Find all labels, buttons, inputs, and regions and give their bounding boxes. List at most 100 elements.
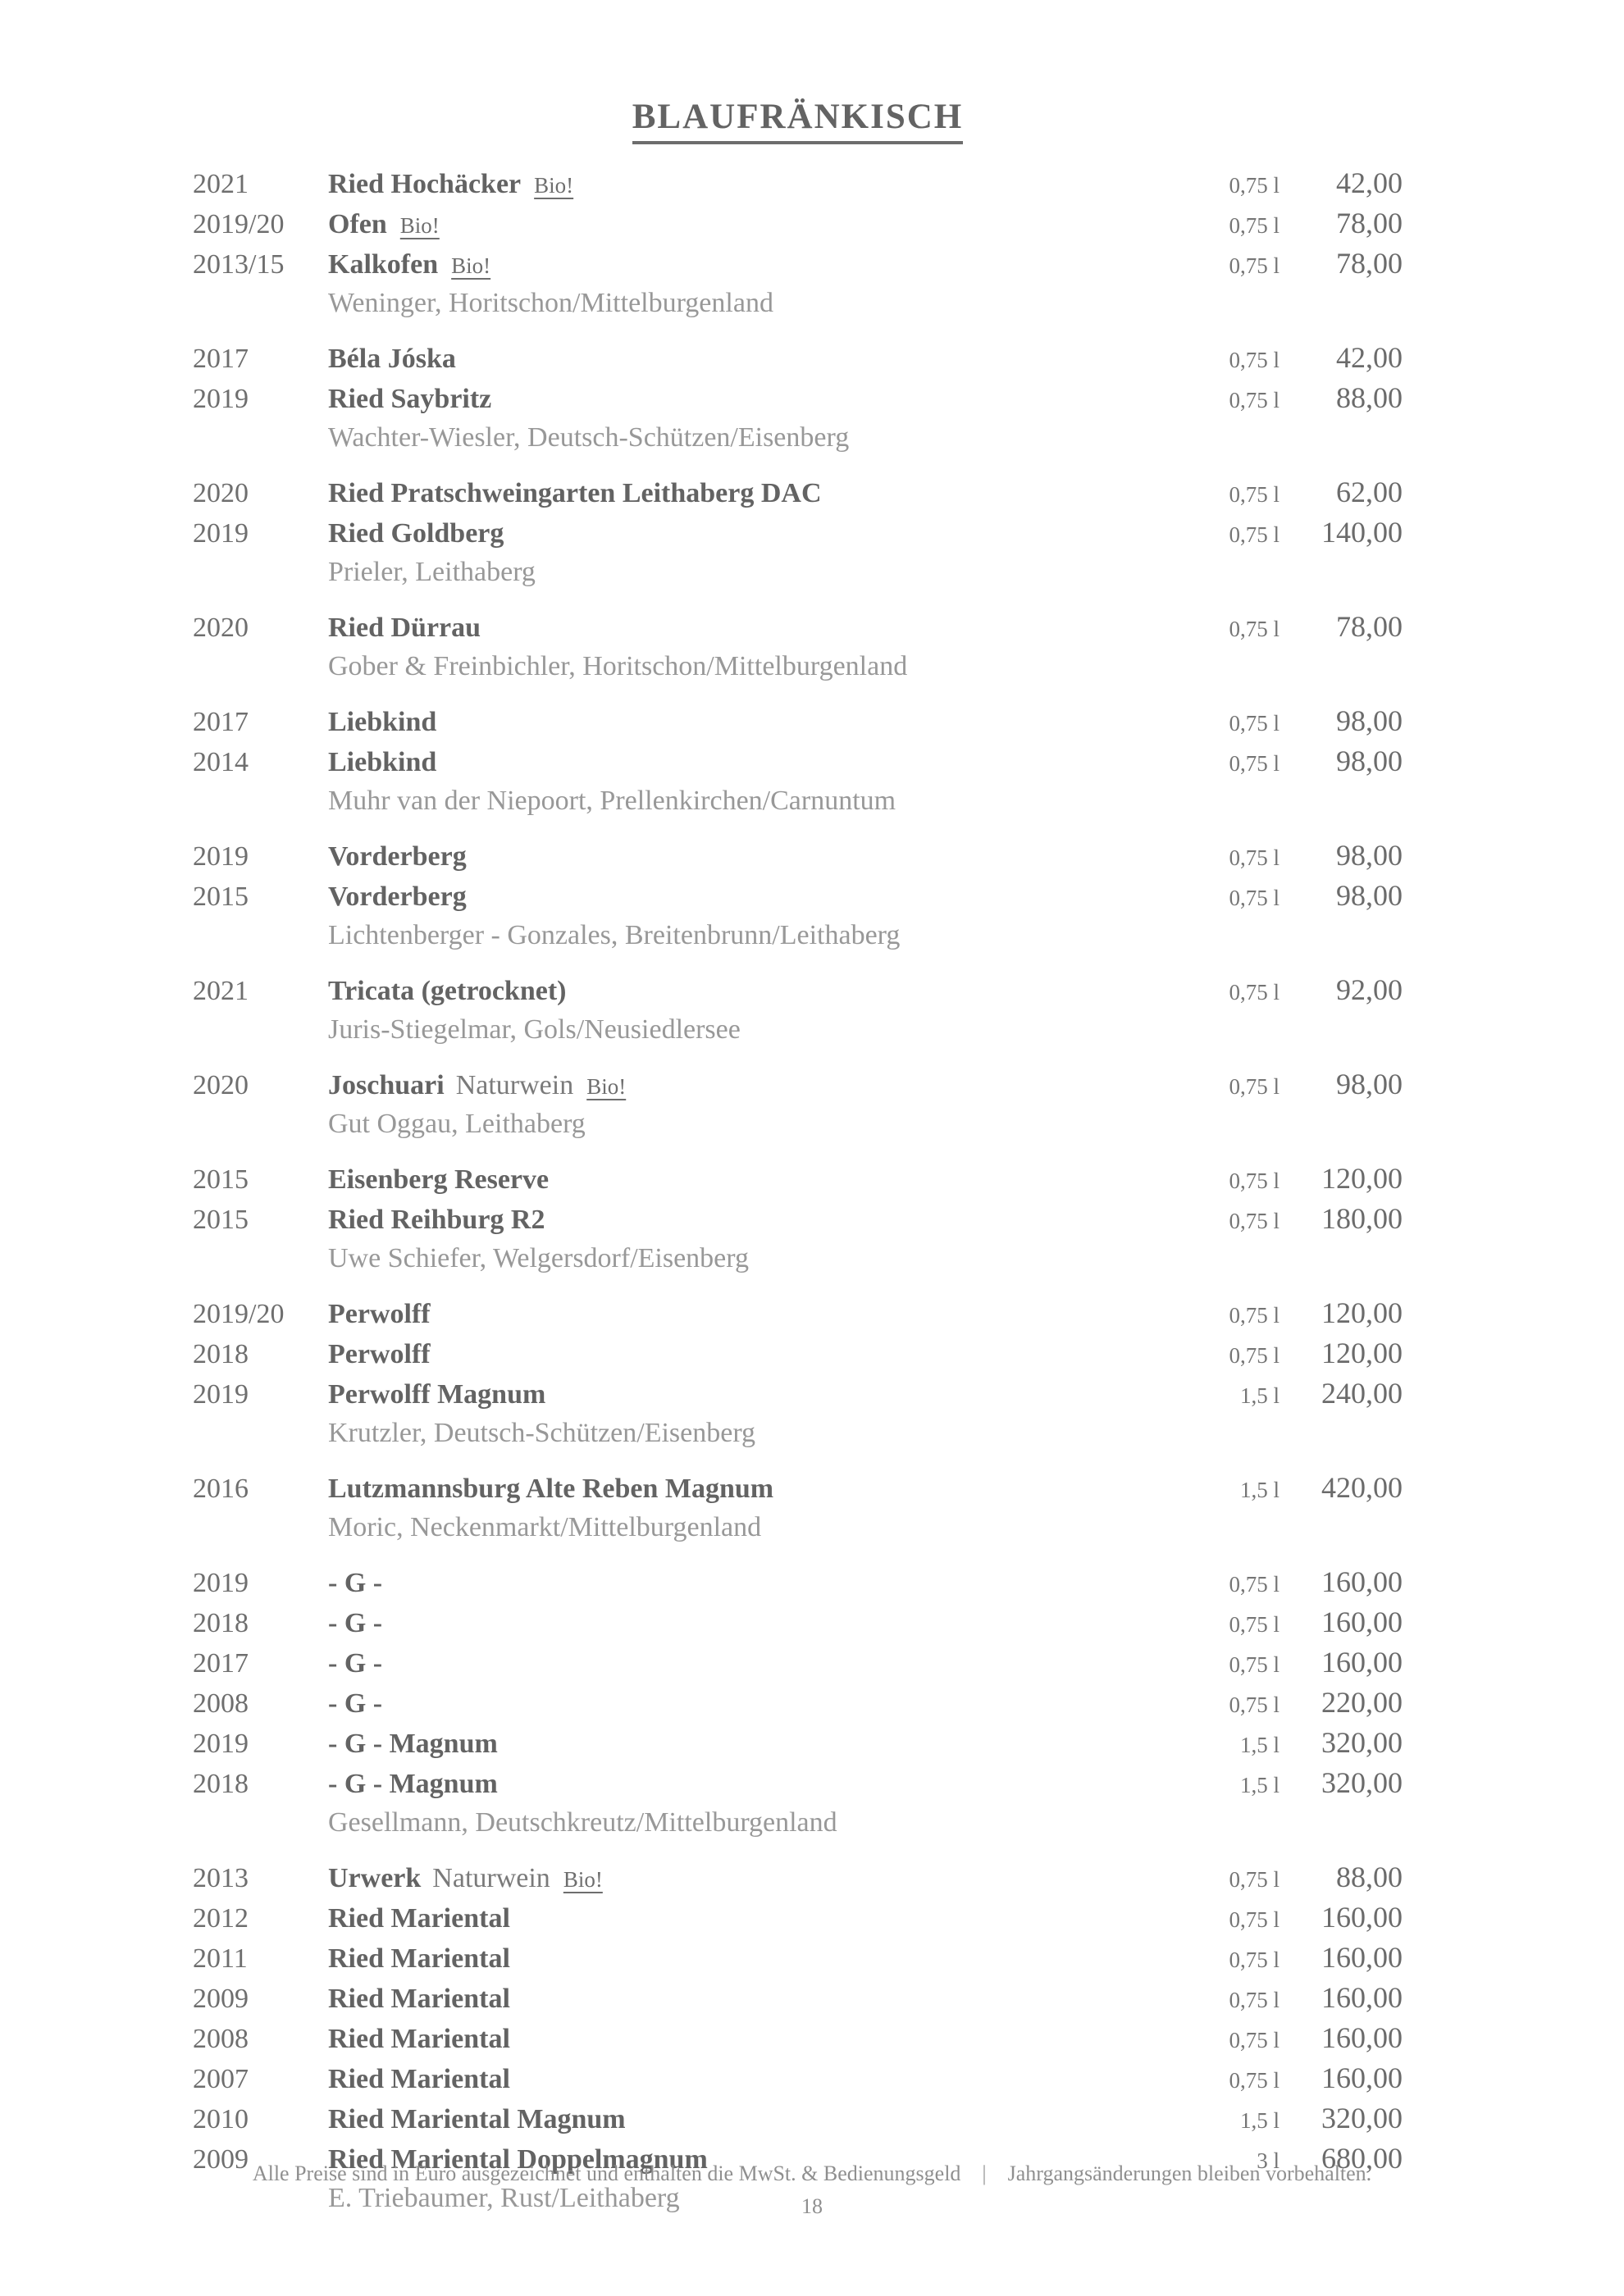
vintage-year: 2008 (193, 1688, 249, 1719)
wine-group: 2020 Ried Dürrau 0,75 l 78,00 Gober & Freinb… (193, 608, 1403, 686)
wine-name-cell: - G - (328, 1685, 1181, 1723)
price: 62,00 (1336, 476, 1403, 508)
bio-badge: Bio! (451, 253, 491, 278)
wine-row: 2018 Perwolff 0,75 l 120,00 (193, 1334, 1403, 1374)
wine-name-cell: Ofen Bio! (328, 206, 1181, 244)
wine-name-cell: - G - Magnum (328, 1725, 1181, 1763)
wine-group: 2019 Vorderberg 0,75 l 98,00 2015 Vorderberg 0… (193, 836, 1403, 954)
bottle-volume: 0,75 l (1229, 1074, 1280, 1099)
footer-pricing-note: Alle Preise sind in Euro ausgezeichnet u… (252, 2162, 961, 2185)
price: 420,00 (1321, 1471, 1403, 1504)
wine-name-cell: Ried Mariental (328, 1940, 1181, 1978)
wine-row: 2019 Vorderberg 0,75 l 98,00 (193, 836, 1403, 877)
wine-row: 2017 - G - 0,75 l 160,00 (193, 1643, 1403, 1683)
vintage-year: 2009 (193, 2144, 249, 2175)
wine-name: Perwolff Magnum (328, 1379, 546, 1410)
wine-name: Ried Pratschweingarten Leithaberg DAC (328, 478, 822, 508)
bottle-volume: 3 l (1257, 2148, 1280, 2173)
price: 98,00 (1336, 704, 1403, 737)
wine-row: 2018 - G - 0,75 l 160,00 (193, 1603, 1403, 1643)
wine-name-cell: Perwolff (328, 1296, 1181, 1333)
wine-style-suffix: Naturwein (455, 1070, 574, 1100)
price: 240,00 (1321, 1377, 1403, 1410)
producer-line: Juris-Stiegelmar, Gols/Neusiedlersee (328, 1014, 741, 1045)
vintage-year: 2019/20 (193, 209, 285, 239)
wine-name: Vorderberg (328, 841, 467, 872)
wine-name: Ried Reihburg R2 (328, 1205, 545, 1235)
vintage-year: 2021 (193, 169, 249, 199)
wine-row: 2017 Liebkind 0,75 l 98,00 (193, 702, 1403, 742)
price: 320,00 (1321, 1766, 1403, 1799)
bottle-volume: 0,75 l (1229, 1168, 1280, 1193)
wine-name: Lutzmannsburg Alte Reben Magnum (328, 1474, 774, 1504)
wine-name-cell: Ried Mariental (328, 1900, 1181, 1938)
wine-row: 2019 Perwolff Magnum 1,5 l 240,00 (193, 1374, 1403, 1414)
wine-name-cell: Tricata (getrocknet) (328, 973, 1181, 1010)
wine-name-cell: Ried Saybritz (328, 380, 1181, 418)
wine-row: 2019 - G - Magnum 1,5 l 320,00 (193, 1724, 1403, 1764)
bottle-volume: 0,75 l (1229, 1947, 1280, 1972)
wine-name: Ried Hochäcker (328, 169, 522, 199)
wine-row: 2014 Liebkind 0,75 l 98,00 (193, 742, 1403, 782)
wine-name-cell: Ried Pratschweingarten Leithaberg DAC (328, 475, 1181, 512)
price: 98,00 (1336, 839, 1403, 872)
wine-row: 2011 Ried Mariental 0,75 l 160,00 (193, 1938, 1403, 1979)
vintage-year: 2019 (193, 841, 249, 872)
bottle-volume: 0,75 l (1229, 845, 1280, 870)
wine-name: Ried Mariental (328, 1984, 510, 2014)
price: 78,00 (1336, 207, 1403, 239)
wine-row: 2019/20 Perwolff 0,75 l 120,00 (193, 1294, 1403, 1334)
wine-name-cell: Ried Goldberg (328, 515, 1181, 553)
price: 160,00 (1321, 1941, 1403, 1974)
wine-name: Perwolff (328, 1339, 431, 1369)
wine-row: 2019 Ried Saybritz 0,75 l 88,00 (193, 379, 1403, 419)
bottle-volume: 0,75 l (1229, 173, 1280, 198)
bottle-volume: 0,75 l (1229, 711, 1280, 736)
wine-row: 2020 Ried Dürrau 0,75 l 78,00 (193, 608, 1403, 648)
bottle-volume: 0,75 l (1229, 348, 1280, 372)
price: 42,00 (1336, 341, 1403, 374)
bottle-volume: 1,5 l (1239, 1773, 1280, 1797)
bottle-volume: 0,75 l (1229, 1867, 1280, 1892)
wine-name-cell: Vorderberg (328, 838, 1181, 876)
vintage-year: 2008 (193, 2024, 249, 2054)
wine-group: 2017 Béla Jóska 0,75 l 42,00 2019 Ried Saybri… (193, 339, 1403, 457)
wine-name-cell: Ried Dürrau (328, 609, 1181, 647)
vintage-year: 2018 (193, 1769, 249, 1799)
bottle-volume: 1,5 l (1239, 1733, 1280, 1757)
wine-group: 2021 Ried Hochäcker Bio! 0,75 l 42,00 2019/20… (193, 164, 1403, 322)
price: 42,00 (1336, 166, 1403, 199)
price: 98,00 (1336, 1068, 1403, 1100)
producer-line: Lichtenberger - Gonzales, Breitenbrunn/L… (328, 920, 901, 950)
bottle-volume: 0,75 l (1229, 1343, 1280, 1368)
wine-name: - G - Magnum (328, 1729, 498, 1759)
bottle-volume: 0,75 l (1229, 886, 1280, 910)
wine-name-cell: Ried Mariental Magnum (328, 2101, 1181, 2139)
wine-name: Ried Mariental (328, 1943, 510, 1974)
wine-row: 2010 Ried Mariental Magnum 1,5 l 320,00 (193, 2099, 1403, 2139)
wine-name: Ried Mariental (328, 1903, 510, 1934)
bottle-volume: 0,75 l (1229, 253, 1280, 278)
wine-name: Liebkind (328, 707, 437, 737)
price: 160,00 (1321, 1981, 1403, 2014)
bio-badge: Bio! (399, 213, 440, 238)
wine-name-cell: Ried Mariental (328, 2020, 1181, 2058)
vintage-year: 2012 (193, 1903, 249, 1934)
producer-line: Gesellmann, Deutschkreutz/Mittelburgenla… (328, 1807, 837, 1838)
wine-name: Ried Saybritz (328, 384, 492, 414)
bottle-volume: 1,5 l (1239, 1383, 1280, 1408)
price: 160,00 (1321, 2061, 1403, 2094)
price: 120,00 (1321, 1296, 1403, 1329)
bottle-volume: 0,75 l (1229, 1988, 1280, 2012)
bottle-volume: 0,75 l (1229, 482, 1280, 507)
producer-line: Muhr van der Niepoort, Prellenkirchen/Ca… (328, 786, 896, 816)
price: 320,00 (1321, 2102, 1403, 2134)
wine-name-cell: Kalkofen Bio! (328, 246, 1181, 285)
bottle-volume: 0,75 l (1229, 1652, 1280, 1677)
page-title-wrap: BLAUFRÄNKISCH (193, 97, 1403, 144)
wine-name: Ried Dürrau (328, 613, 481, 643)
bottle-volume: 0,75 l (1229, 1209, 1280, 1233)
wine-row: 2020 Ried Pratschweingarten Leithaberg DA… (193, 473, 1403, 513)
vintage-year: 2017 (193, 707, 249, 737)
wine-name-cell: Ried Mariental (328, 2061, 1181, 2098)
